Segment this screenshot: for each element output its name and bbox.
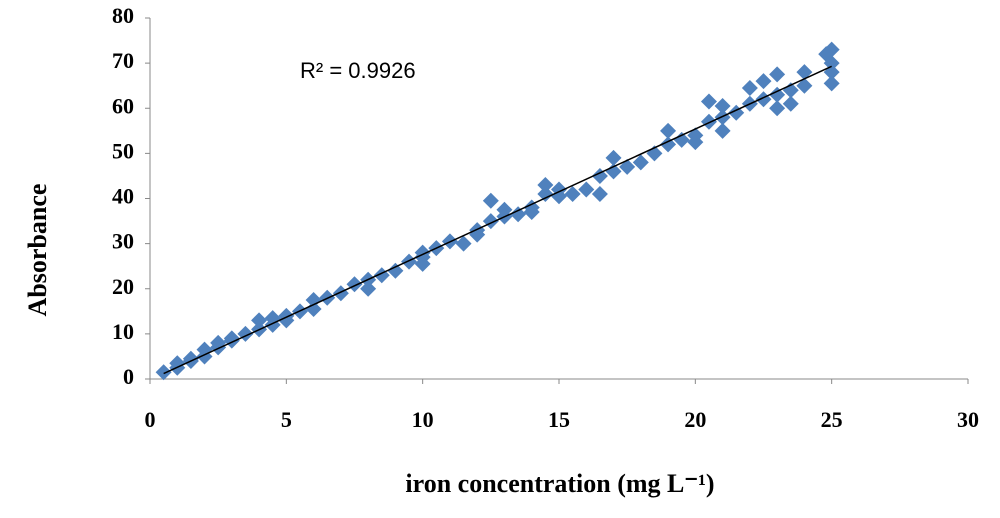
point: [619, 158, 636, 175]
x-tick-label: 10: [412, 407, 434, 432]
point: [782, 95, 799, 112]
y-tick-label: 40: [112, 184, 134, 209]
y-tick-label: 50: [112, 138, 134, 163]
point: [523, 199, 540, 216]
point: [823, 75, 840, 92]
point: [700, 93, 717, 110]
point: [278, 307, 295, 324]
x-tick-label: 0: [145, 407, 156, 432]
y-tick-label: 0: [123, 364, 134, 389]
point: [401, 253, 418, 270]
point: [591, 185, 608, 202]
point: [755, 73, 772, 90]
point: [769, 100, 786, 117]
point: [769, 66, 786, 83]
x-tick-label: 20: [684, 407, 706, 432]
y-tick-label: 60: [112, 93, 134, 118]
y-tick-label: 80: [112, 3, 134, 28]
point: [169, 355, 186, 372]
point: [605, 149, 622, 166]
point: [769, 86, 786, 103]
point: [346, 276, 363, 293]
point: [564, 185, 581, 202]
x-axis-label: iron concentration (mg L⁻¹): [405, 469, 714, 498]
point: [387, 262, 404, 279]
point: [537, 176, 554, 193]
point: [223, 330, 240, 347]
y-tick-label: 20: [112, 274, 134, 299]
r-squared: R² = 0.9926: [300, 58, 416, 83]
point: [455, 235, 472, 252]
point: [305, 292, 322, 309]
point: [155, 364, 172, 381]
point: [591, 167, 608, 184]
point: [660, 122, 677, 139]
point: [632, 154, 649, 171]
point: [510, 206, 527, 223]
x-tick-label: 15: [548, 407, 570, 432]
y-tick-label: 10: [112, 319, 134, 344]
point: [305, 301, 322, 318]
point: [673, 131, 690, 148]
point: [551, 188, 567, 205]
point: [578, 181, 595, 198]
point: [714, 97, 731, 114]
point: [823, 41, 840, 58]
point: [700, 113, 717, 130]
point: [332, 285, 349, 302]
x-tick-label: 30: [957, 407, 979, 432]
y-tick-label: 30: [112, 229, 134, 254]
point: [796, 64, 813, 81]
point: [605, 163, 622, 180]
point: [796, 77, 813, 94]
trendline: [163, 65, 832, 375]
point: [755, 91, 772, 108]
y-axis-label: Absorbance: [23, 184, 52, 317]
point: [741, 79, 758, 96]
point: [251, 312, 268, 329]
x-tick-label: 5: [281, 407, 292, 432]
y-tick-label: 70: [112, 48, 134, 73]
point: [537, 185, 554, 202]
x-tick-label: 25: [821, 407, 843, 432]
point: [482, 192, 499, 209]
point: [360, 280, 377, 297]
point: [714, 122, 731, 139]
